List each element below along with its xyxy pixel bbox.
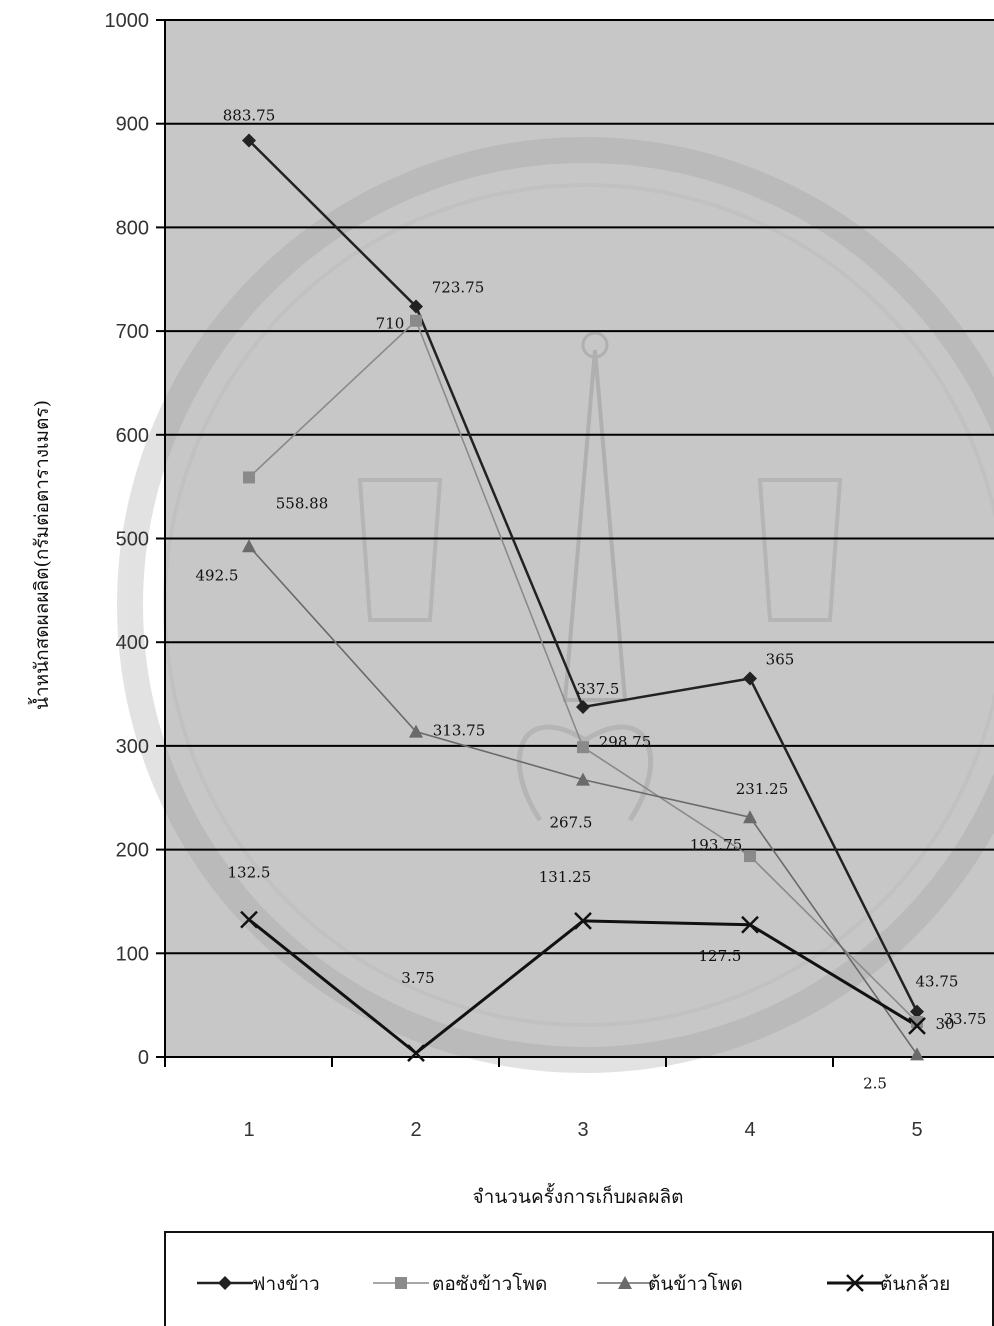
- data-label: 231.25: [736, 780, 789, 798]
- legend-marker: [218, 1276, 232, 1290]
- y-tick-label: 100: [116, 943, 149, 965]
- data-point-marker: [409, 724, 423, 738]
- legend-item-1: ฟางข้าว: [197, 1273, 320, 1295]
- x-tick-label: 1: [243, 1119, 254, 1141]
- data-point-marker: [741, 915, 759, 934]
- data-point-marker: [240, 910, 258, 929]
- data-point-marker: [242, 133, 256, 148]
- y-tick-label: 300: [116, 736, 149, 758]
- data-point-marker: [407, 1044, 425, 1062]
- data-label: 723.75: [432, 278, 485, 296]
- legend-label: ตอซังข้าวโพด: [432, 1272, 547, 1295]
- data-point-marker: [410, 314, 422, 327]
- legend-item-3: ต้นข้าวโพด: [597, 1272, 743, 1295]
- x-tick-label: 4: [744, 1119, 755, 1141]
- data-point-marker: [243, 471, 255, 484]
- legend-label: ต้นกล้วย: [880, 1273, 950, 1295]
- x-tick-label: 3: [577, 1119, 588, 1141]
- y-tick-label: 700: [116, 321, 149, 343]
- data-label: 267.5: [550, 814, 593, 832]
- data-point-marker: [576, 772, 590, 786]
- data-point-marker: [908, 1017, 926, 1035]
- data-label: 132.5: [228, 864, 271, 882]
- data-point-marker: [743, 810, 757, 824]
- data-point-marker: [910, 1004, 924, 1019]
- y-tick-label: 800: [116, 217, 149, 239]
- data-point-marker: [577, 741, 589, 754]
- data-label: 492.5: [196, 566, 239, 584]
- data-label: 43.75: [916, 973, 959, 991]
- data-label: 3.75: [401, 969, 434, 987]
- data-label: 313.75: [433, 722, 486, 740]
- data-label: 337.5: [577, 680, 620, 698]
- data-label: 558.88: [276, 494, 329, 512]
- y-tick-label: 600: [116, 425, 149, 447]
- legend-marker: [846, 1274, 864, 1292]
- data-point-marker: [576, 700, 590, 715]
- data-point-marker: [409, 299, 423, 314]
- data-label: 131.25: [539, 868, 592, 886]
- data-label: 298.75: [599, 733, 652, 751]
- data-point-marker: [242, 539, 256, 553]
- data-label: 193.75: [690, 836, 743, 854]
- data-label: 127.5: [699, 947, 742, 965]
- y-tick-label: 200: [116, 840, 149, 862]
- data-point-marker: [910, 1047, 924, 1061]
- data-label: 30: [935, 1015, 954, 1033]
- legend-item-4: ต้นกล้วย: [827, 1273, 950, 1295]
- y-tick-label: 400: [116, 632, 149, 654]
- data-label: 883.75: [223, 107, 276, 125]
- y-tick-label: 500: [116, 529, 149, 551]
- legend-marker: [618, 1276, 632, 1289]
- legend-box: [164, 1231, 994, 1326]
- y-axis-title: น้ำหนักสดผลผลิต(กรัมต่อตารางเมตร): [28, 400, 53, 710]
- legend-label: ต้นข้าวโพด: [648, 1272, 743, 1295]
- data-point-marker: [574, 912, 592, 930]
- x-axis-title: จำนวนครั้งการเก็บผลผลิต: [473, 1183, 684, 1208]
- data-point-marker: [911, 1016, 923, 1029]
- legend-marker: [395, 1277, 407, 1289]
- x-tick-label: 2: [410, 1119, 421, 1141]
- data-point-marker: [744, 850, 756, 863]
- legend-label: ฟางข้าว: [252, 1273, 320, 1295]
- data-point-marker: [743, 671, 757, 686]
- x-tick-label: 5: [911, 1119, 922, 1141]
- y-tick-label: 0: [138, 1047, 149, 1069]
- data-label: 33.75: [944, 1010, 987, 1028]
- data-label: 365: [766, 650, 795, 668]
- legend-item-2: ตอซังข้าวโพด: [373, 1272, 547, 1295]
- y-tick-label: 1000: [105, 10, 150, 32]
- legend: ฟางข้าว ตอซังข้าวโพด ต้นข้าวโพด ต้นกล้วย: [164, 1231, 994, 1326]
- data-label: 2.5: [863, 1074, 887, 1092]
- y-tick-label: 900: [116, 114, 149, 136]
- data-label: 710: [376, 315, 405, 333]
